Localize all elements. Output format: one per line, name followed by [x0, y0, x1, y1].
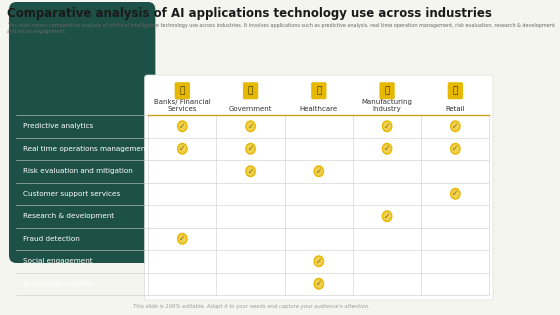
Circle shape — [246, 144, 255, 153]
Circle shape — [314, 278, 324, 290]
Circle shape — [314, 165, 324, 177]
Text: ✓: ✓ — [316, 279, 322, 288]
Text: ✓: ✓ — [452, 189, 459, 198]
Text: 🏦: 🏦 — [180, 86, 185, 95]
Circle shape — [382, 120, 393, 132]
Circle shape — [177, 143, 188, 155]
Text: Government: Government — [229, 106, 272, 112]
Text: Banks/ Financial
Services: Banks/ Financial Services — [154, 99, 211, 112]
Text: Manufacturing
Industry: Manufacturing Industry — [362, 99, 413, 112]
Circle shape — [315, 279, 323, 288]
Circle shape — [450, 120, 461, 132]
Text: ✓: ✓ — [179, 122, 185, 130]
FancyBboxPatch shape — [175, 82, 190, 99]
Circle shape — [450, 143, 461, 155]
Text: Real time operations management: Real time operations management — [24, 146, 148, 152]
Text: 🏥: 🏥 — [316, 86, 321, 95]
Circle shape — [178, 234, 186, 243]
Text: Research & development: Research & development — [24, 213, 114, 219]
FancyBboxPatch shape — [144, 75, 493, 300]
Circle shape — [246, 167, 255, 176]
Text: ✓: ✓ — [179, 144, 185, 153]
Text: Risk evaluation and mitigation: Risk evaluation and mitigation — [24, 168, 133, 174]
Circle shape — [246, 122, 255, 131]
Text: ✓: ✓ — [452, 122, 459, 130]
Text: Fraud detection: Fraud detection — [24, 236, 80, 242]
Text: Predictive analytics: Predictive analytics — [24, 123, 94, 129]
Circle shape — [450, 188, 461, 200]
Text: Retail: Retail — [446, 106, 465, 112]
FancyBboxPatch shape — [9, 2, 155, 263]
Text: ✓: ✓ — [384, 122, 390, 130]
Text: ✓: ✓ — [248, 166, 254, 175]
Text: Healthcare: Healthcare — [300, 106, 338, 112]
Text: Knowledge creation: Knowledge creation — [24, 281, 95, 287]
FancyBboxPatch shape — [243, 82, 258, 99]
Circle shape — [245, 120, 256, 132]
Circle shape — [315, 167, 323, 176]
Circle shape — [383, 144, 391, 153]
Text: ✓: ✓ — [316, 166, 322, 175]
Text: Comparative analysis of AI applications technology use across industries: Comparative analysis of AI applications … — [7, 7, 492, 20]
Text: ✓: ✓ — [248, 122, 254, 130]
Circle shape — [177, 120, 188, 132]
Circle shape — [383, 212, 391, 221]
Circle shape — [245, 143, 256, 155]
Circle shape — [177, 233, 188, 245]
Text: ✓: ✓ — [248, 144, 254, 153]
Circle shape — [315, 257, 323, 266]
FancyBboxPatch shape — [447, 82, 463, 99]
Text: This slide is 100% editable. Adapt it to your needs and capture your audience's : This slide is 100% editable. Adapt it to… — [133, 304, 370, 309]
Circle shape — [382, 143, 393, 155]
Text: 🏭: 🏭 — [384, 86, 390, 95]
Text: ✓: ✓ — [384, 211, 390, 220]
Text: ✓: ✓ — [179, 234, 185, 243]
Circle shape — [382, 210, 393, 222]
FancyBboxPatch shape — [380, 82, 395, 99]
Circle shape — [451, 189, 459, 198]
Text: 🏪: 🏪 — [452, 86, 458, 95]
Circle shape — [178, 144, 186, 153]
Text: 🏛: 🏛 — [248, 86, 253, 95]
Circle shape — [383, 122, 391, 131]
Text: ✓: ✓ — [316, 256, 322, 266]
Text: ✓: ✓ — [452, 144, 459, 153]
Circle shape — [245, 165, 256, 177]
Circle shape — [451, 144, 459, 153]
Circle shape — [314, 255, 324, 267]
Text: Customer support services: Customer support services — [24, 191, 120, 197]
FancyBboxPatch shape — [311, 82, 326, 99]
Text: This slide covers comparative analysis of artificial intelligence technology use: This slide covers comparative analysis o… — [7, 23, 555, 34]
Text: ✓: ✓ — [384, 144, 390, 153]
Circle shape — [451, 122, 459, 131]
Text: Social engagement: Social engagement — [24, 258, 93, 264]
Circle shape — [178, 122, 186, 131]
